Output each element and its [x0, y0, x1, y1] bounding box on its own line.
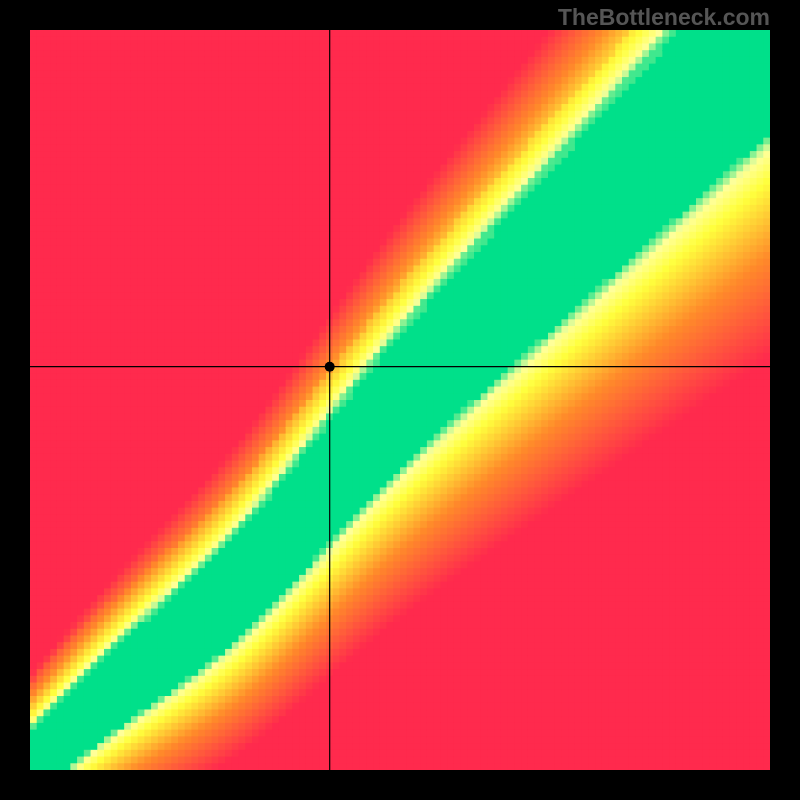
watermark-text: TheBottleneck.com	[558, 4, 770, 31]
chart-container: TheBottleneck.com	[0, 0, 800, 800]
bottleneck-heatmap	[30, 30, 770, 770]
